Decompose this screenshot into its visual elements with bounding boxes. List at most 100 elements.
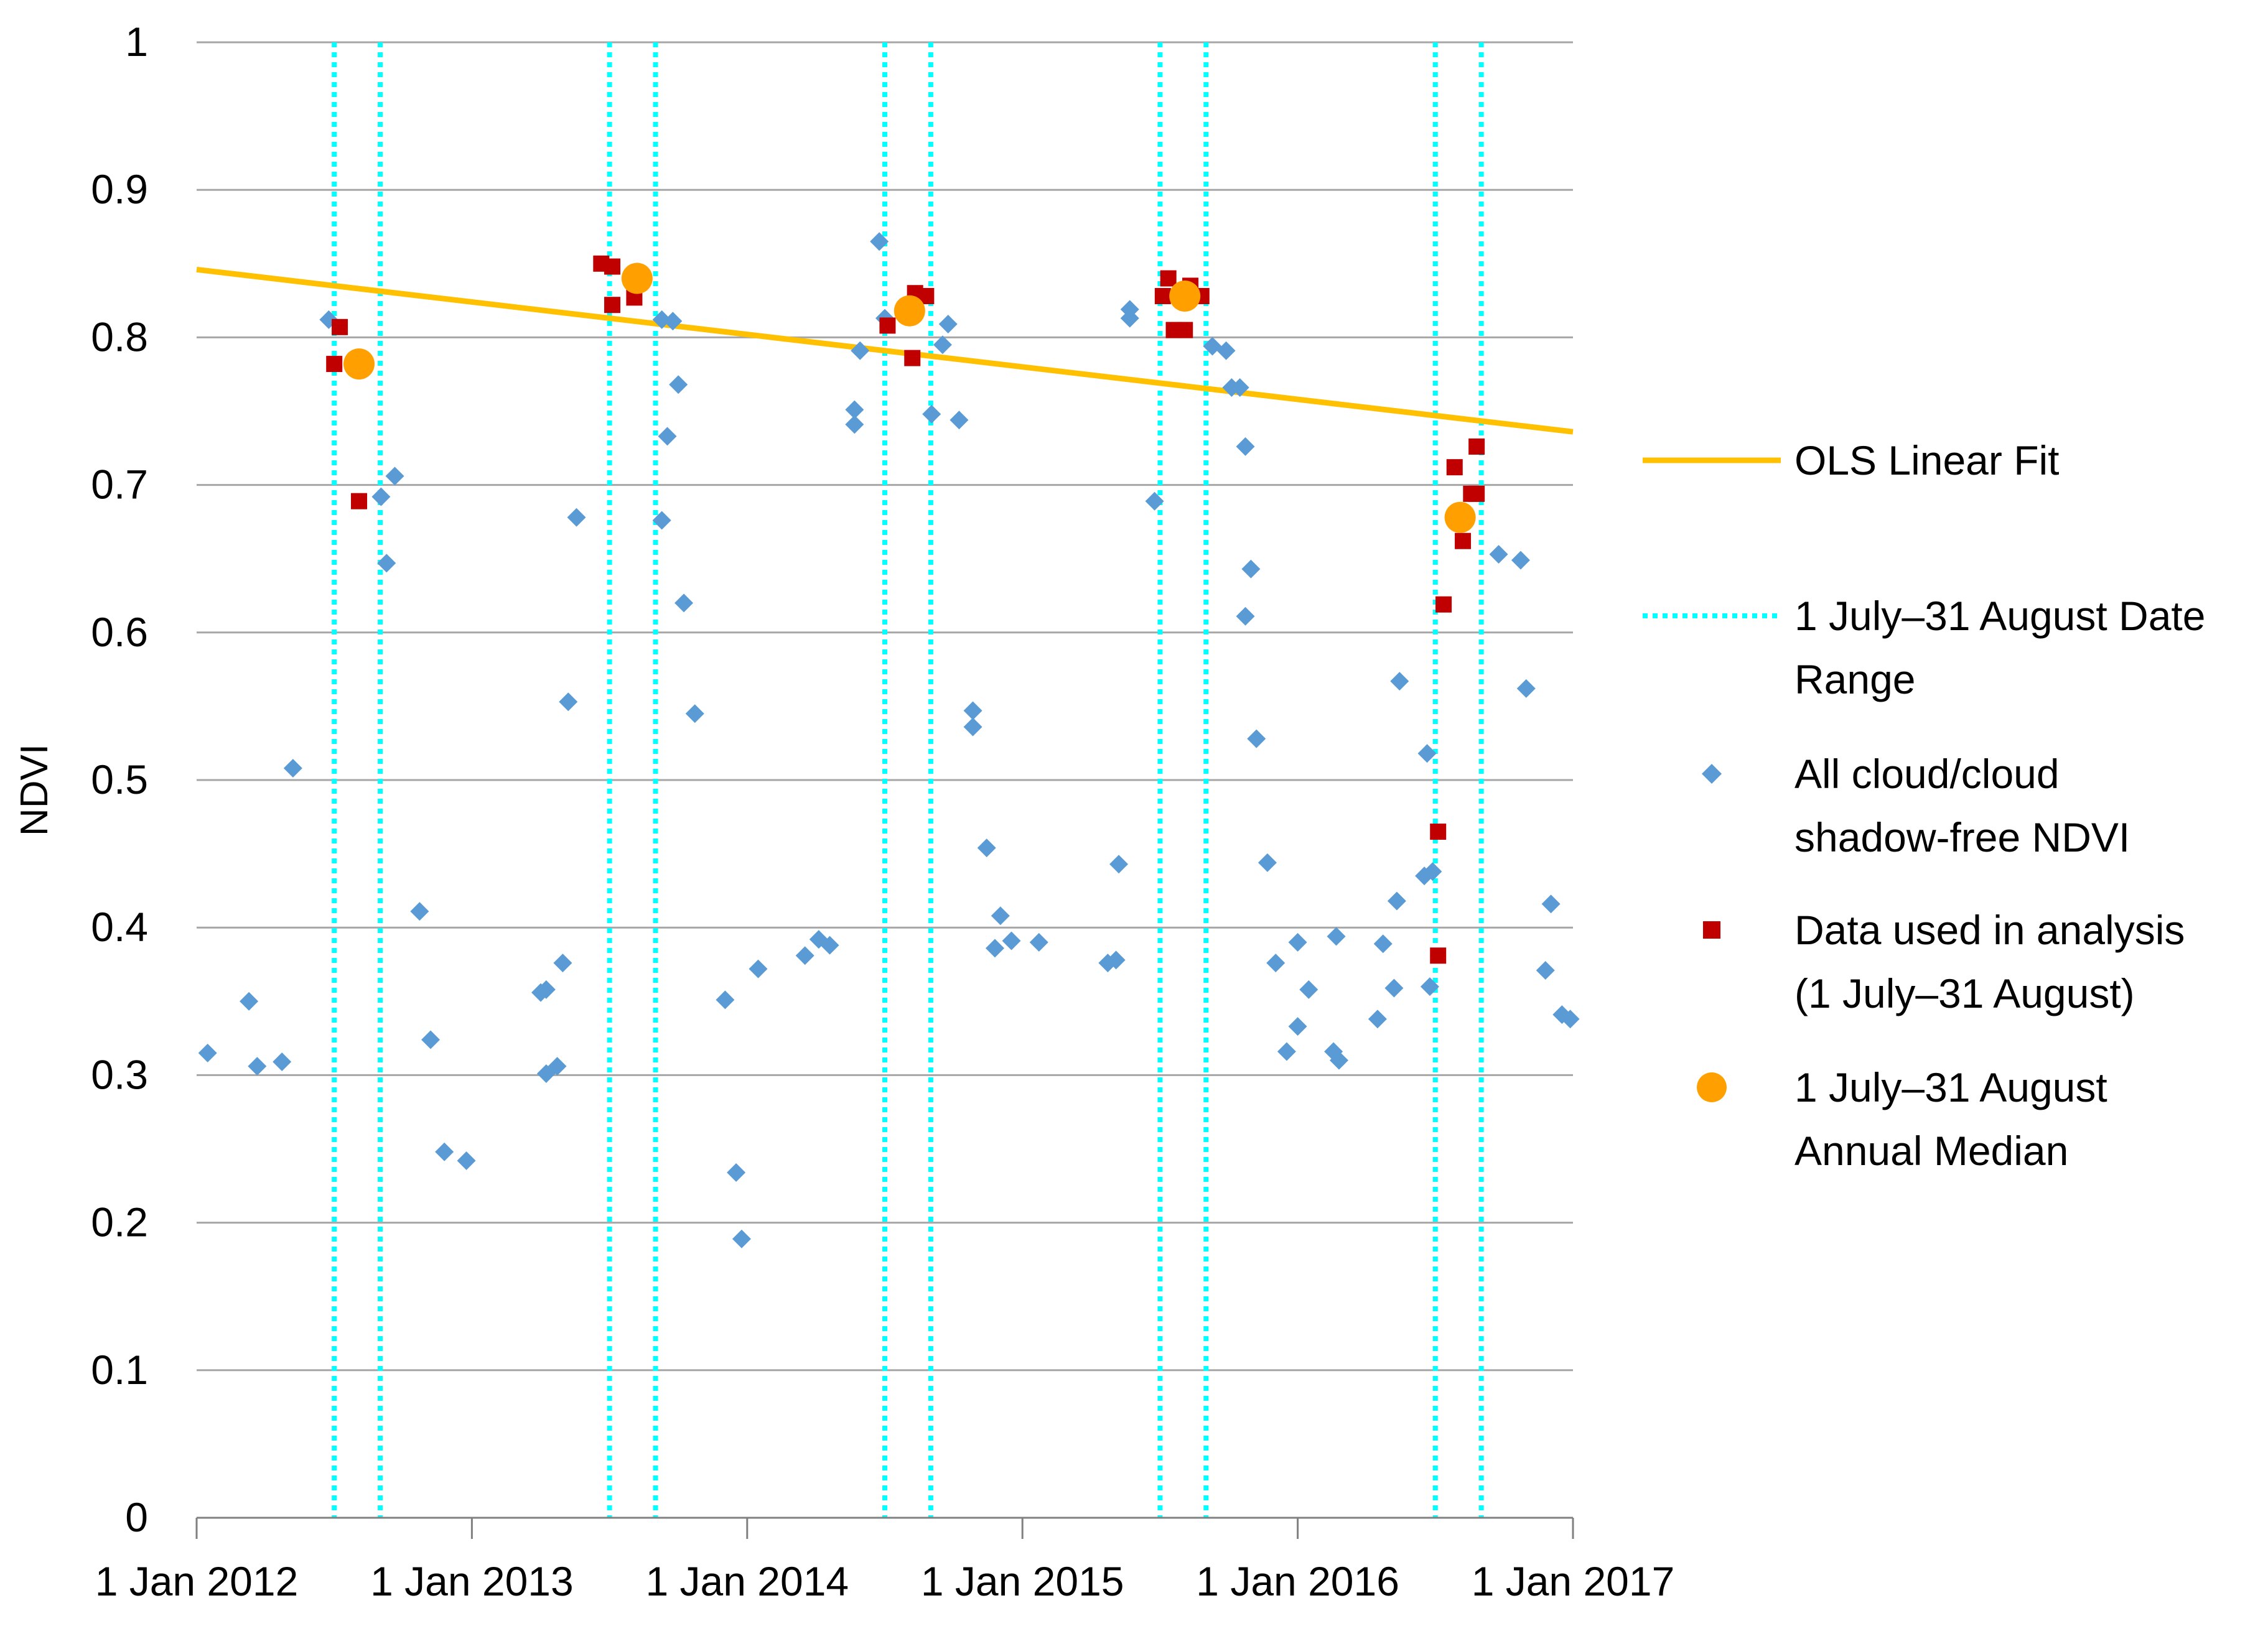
- ndvi-point: [1106, 950, 1126, 970]
- ndvi-point: [658, 427, 677, 446]
- ndvi-point: [1423, 862, 1442, 881]
- ndvi-point: [950, 411, 969, 430]
- analysis-point: [1468, 485, 1485, 502]
- ndvi-point: [933, 335, 952, 355]
- ndvi-point: [559, 692, 578, 712]
- date-range-lines: [332, 42, 1484, 1518]
- ols-fit-line: [196, 266, 1574, 435]
- legend-label: shadow-free NDVI: [1794, 814, 2130, 860]
- y-tick-label: 0.1: [91, 1347, 148, 1393]
- ndvi-point: [283, 759, 302, 778]
- y-tick-label: 1: [125, 19, 148, 65]
- ndvi-point: [1327, 927, 1346, 946]
- x-tick-label: 1 Jan 2014: [645, 1558, 849, 1604]
- y-tick-label: 0.8: [91, 314, 148, 360]
- ndvi-point: [1384, 978, 1404, 998]
- analysis-point: [604, 297, 621, 314]
- ndvi-point: [421, 1030, 441, 1049]
- ndvi-point: [435, 1142, 454, 1161]
- ndvi-point: [1145, 491, 1164, 511]
- y-tick-label: 0.7: [91, 462, 148, 508]
- ndvi-point: [1368, 1010, 1387, 1029]
- analysis-point: [1430, 824, 1447, 840]
- analysis-point: [332, 318, 348, 335]
- ndvi-point: [1420, 977, 1439, 997]
- y-tick-label: 0.9: [91, 166, 148, 212]
- y-tick-label: 0.6: [91, 609, 148, 655]
- ndvi-point: [991, 906, 1010, 926]
- ndvi-point: [1511, 551, 1530, 570]
- ndvi-point: [1230, 378, 1249, 397]
- legend-label: 1 July–31 August: [1794, 1064, 2107, 1110]
- y-tick-label: 0.4: [91, 904, 148, 950]
- ndvi-point: [1288, 1017, 1307, 1036]
- ndvi-point: [567, 508, 586, 527]
- ndvi-point: [1329, 1051, 1348, 1070]
- median-point: [343, 348, 375, 380]
- ndvi-point: [977, 839, 996, 858]
- legend: OLS Linear Fit 1 July–31 August Date Range…: [1643, 437, 2205, 1174]
- x-tick-label: 1 Jan 2015: [921, 1558, 1124, 1604]
- ndvi-point: [716, 990, 735, 1010]
- ndvi-point: [727, 1163, 746, 1182]
- ndvi-point: [1029, 932, 1048, 952]
- ndvi-point: [985, 939, 1004, 958]
- analysis-point: [1468, 438, 1485, 455]
- legend-label: Data used in analysis: [1794, 907, 2185, 953]
- ndvi-point: [1390, 672, 1409, 691]
- ndvi-point: [1109, 855, 1129, 874]
- ndvi-point: [1541, 894, 1561, 914]
- x-tick-label: 1 Jan 2012: [95, 1558, 299, 1604]
- analysis-point: [1154, 287, 1171, 304]
- ndvi-point: [248, 1057, 267, 1076]
- y-tick-label: 0: [125, 1494, 148, 1540]
- ndvi-point: [457, 1151, 476, 1170]
- ndvi-point: [938, 315, 958, 334]
- ndvi-point: [1241, 559, 1261, 578]
- ndvi-point: [870, 232, 889, 251]
- ndvi-point: [1373, 934, 1393, 954]
- ndvi-point: [385, 467, 404, 486]
- legend-ndvi-symbol: [1702, 764, 1722, 784]
- legend-median-symbol: [1697, 1072, 1727, 1102]
- ndvi-point: [240, 992, 259, 1011]
- analysis-point: [1446, 459, 1463, 476]
- legend-label: All cloud/cloud: [1794, 751, 2060, 797]
- ndvi-point: [410, 902, 429, 921]
- legend-label: OLS Linear Fit: [1794, 437, 2060, 483]
- ndvi-point: [732, 1229, 751, 1248]
- ndvi-point: [1247, 729, 1266, 748]
- legend-label: 1 July–31 August Date: [1794, 593, 2205, 639]
- ndvi-point: [845, 400, 864, 419]
- axes: 0 0.1 0.2 0.3 0.4 0.5 0.6 0.7 0.8 0.9 1 1 Jan 2012 1…: [91, 19, 1674, 1604]
- ndvi-point: [198, 1043, 217, 1062]
- analysis-point: [904, 350, 921, 366]
- y-tick-label: 0.2: [91, 1199, 148, 1245]
- median-point: [621, 262, 653, 294]
- x-tick-label: 1 Jan 2016: [1196, 1558, 1399, 1604]
- ndvi-point: [963, 701, 982, 720]
- analysis-point: [879, 317, 896, 334]
- ndvi-point: [851, 341, 870, 360]
- analysis-point: [1435, 596, 1452, 613]
- ndvi-point: [1387, 891, 1406, 911]
- ndvi-point: [1288, 932, 1307, 952]
- y-tick-label: 0.5: [91, 756, 148, 802]
- analysis-point: [1455, 532, 1472, 549]
- ndvi-point: [963, 717, 982, 736]
- ndvi-point: [553, 954, 572, 973]
- analysis-point: [604, 258, 621, 275]
- ndvi-point: [377, 554, 396, 573]
- ndvi-point: [371, 487, 391, 506]
- ndvi-point: [652, 310, 671, 329]
- ndvi-point: [1203, 337, 1222, 356]
- analysis-point: [326, 356, 343, 373]
- legend-analysis-symbol: [1703, 921, 1720, 939]
- ndvi-point: [1561, 1010, 1580, 1029]
- ndvi-point: [685, 704, 704, 723]
- data-points: [198, 232, 1580, 1248]
- ndvi-point: [663, 312, 683, 331]
- ndvi-point: [1216, 341, 1236, 360]
- legend-label: (1 July–31 August): [1794, 970, 2135, 1016]
- y-axis-title: NDVI: [13, 744, 56, 836]
